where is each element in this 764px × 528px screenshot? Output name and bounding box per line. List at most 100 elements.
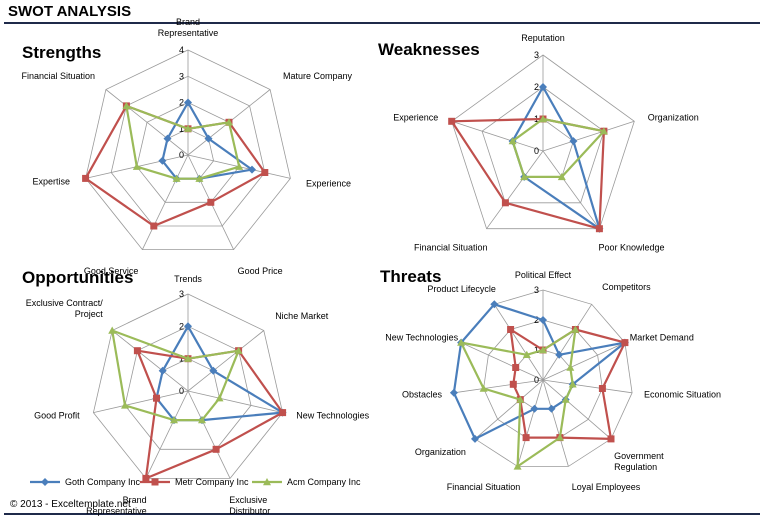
category-label: Product Lifecycle	[427, 284, 496, 294]
spoke	[142, 154, 189, 250]
legend: Goth Company Inc Metr Company Inc Acm Comp…	[30, 477, 361, 487]
marker-metr	[522, 434, 530, 442]
tick-label: 2	[534, 315, 539, 325]
radar-chart-3: Threats 0 1 2 3 Political Effect Competitors Ma…	[380, 267, 721, 492]
category-label: Experience	[306, 179, 351, 189]
spoke	[451, 120, 544, 152]
legend-marker-goth	[41, 478, 49, 486]
marker-metr	[150, 222, 158, 230]
grid-ring	[85, 49, 291, 251]
marker-acm	[539, 115, 547, 123]
legend-label: Goth Company Inc	[65, 477, 141, 487]
marker-metr	[261, 169, 269, 176]
marker-acm	[195, 174, 204, 182]
marker-metr	[207, 198, 215, 206]
marker-metr	[507, 326, 515, 333]
marker-goth	[158, 156, 167, 165]
tick-label: 0	[179, 150, 184, 160]
tick-label: 2	[179, 98, 184, 108]
marker-goth	[184, 322, 192, 331]
spoke	[145, 390, 189, 479]
category-label: Political Effect	[515, 270, 572, 280]
category-label: Good Service	[84, 266, 139, 276]
marker-acm	[561, 395, 570, 403]
marker-goth	[547, 404, 556, 413]
marker-goth	[184, 98, 192, 107]
tick-label: 1	[534, 345, 539, 355]
marker-goth	[490, 300, 499, 309]
spoke	[486, 150, 544, 229]
marker-goth	[209, 366, 218, 375]
marker-acm	[170, 416, 178, 424]
legend-label: Metr Company Inc	[175, 477, 249, 487]
spoke	[187, 390, 283, 413]
grid-ring	[451, 54, 635, 230]
marker-goth	[569, 137, 578, 146]
series-line-metr	[84, 104, 266, 228]
marker-acm	[235, 162, 244, 170]
category-label: Exclusive Contract/Project	[26, 298, 104, 319]
tick-label: 3	[179, 289, 184, 299]
marker-goth	[471, 434, 479, 443]
marker-acm	[555, 433, 564, 441]
marker-metr	[82, 174, 90, 182]
tick-label: 3	[534, 285, 539, 295]
tick-label: 0	[534, 146, 539, 156]
spoke	[460, 342, 544, 381]
tick-label: 1	[179, 124, 184, 134]
radar-chart-1: Weaknesses0123ReputationOrganizationPoor…	[378, 33, 699, 252]
tick-label: 2	[179, 321, 184, 331]
series-line-acm	[125, 104, 241, 180]
series-line-acm	[460, 328, 577, 468]
category-label: Financial Situation	[414, 242, 488, 252]
series-line-goth	[452, 303, 627, 440]
marker-acm	[198, 416, 206, 424]
marker-goth	[163, 134, 172, 143]
category-label: Obstacles	[402, 390, 443, 400]
spoke	[542, 304, 593, 381]
legend-marker-metr	[151, 478, 159, 486]
tick-label: 3	[179, 71, 184, 81]
chart-title: Weaknesses	[378, 40, 480, 59]
tick-label: 3	[534, 50, 539, 60]
category-label: Niche Market	[275, 311, 329, 321]
marker-acm	[513, 462, 522, 470]
marker-acm	[479, 384, 488, 392]
spoke	[542, 379, 612, 440]
marker-acm	[172, 174, 181, 182]
category-label: Exclusive Distributor	[229, 495, 270, 516]
category-label: Good Profit	[34, 410, 80, 420]
series-line-metr	[136, 349, 284, 480]
spoke	[474, 379, 544, 440]
tick-label: 2	[534, 82, 539, 92]
marker-acm	[571, 325, 580, 333]
marker-acm	[457, 338, 466, 346]
marker-acm	[225, 118, 233, 126]
marker-acm	[522, 350, 531, 358]
page-title: SWOT ANALYSIS	[8, 3, 132, 20]
spoke	[111, 330, 189, 392]
series-line-goth	[155, 325, 284, 422]
tick-label: 0	[179, 386, 184, 396]
marker-metr	[607, 435, 615, 443]
marker-acm	[520, 172, 529, 181]
category-label: Poor Knowledge	[599, 242, 665, 252]
spoke	[493, 304, 544, 381]
category-label: Brand Representative	[158, 17, 219, 38]
spoke	[517, 379, 544, 467]
radar-chart-0: Strengths 0 1 2 3 4 Brand Representative Mature …	[21, 17, 352, 276]
spoke	[542, 120, 635, 152]
marker-acm	[215, 394, 224, 402]
spoke	[542, 379, 633, 394]
category-label: New Technologies	[385, 333, 458, 343]
category-label: Organization	[648, 113, 699, 123]
spoke	[187, 390, 231, 479]
marker-metr	[509, 380, 517, 388]
footer-rule	[4, 513, 760, 515]
marker-acm	[508, 137, 517, 145]
marker-acm	[121, 401, 129, 409]
marker-acm	[108, 326, 117, 334]
tick-label: 0	[534, 375, 539, 385]
